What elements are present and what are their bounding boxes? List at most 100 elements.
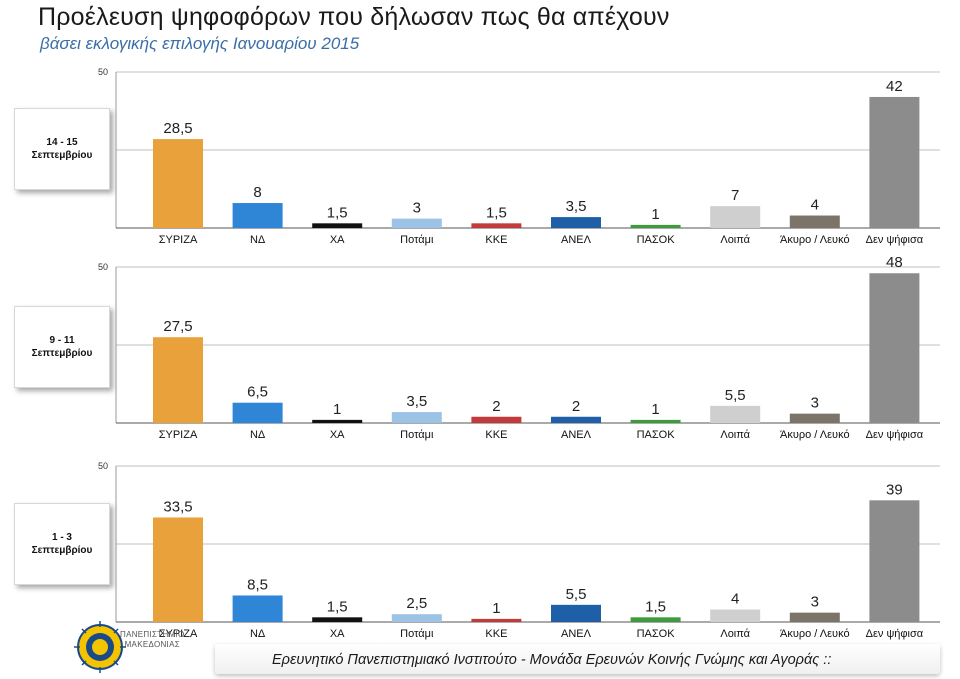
panel-label-1-date: 14 - 15 <box>46 137 78 148</box>
panel-2-value-label-7: 1 <box>651 401 659 418</box>
panel-1-category-label-3: ΧΑ <box>330 234 345 246</box>
panel-label-2-date: 9 - 11 <box>49 335 75 346</box>
panel-1-value-label-4: 3 <box>413 200 421 217</box>
panel-1-value-label-6: 3,5 <box>566 198 587 215</box>
panel-1-value-label-2: 8 <box>253 184 261 201</box>
panel-1-bar-2 <box>232 203 283 228</box>
panel-3-value-label-10: 39 <box>886 481 903 498</box>
panel-2-bar-8 <box>710 405 761 423</box>
panel-3-category-label-2: ΝΔ <box>250 628 266 640</box>
panel-2-category-label-9: Άκυρο / Λευκό <box>780 429 850 441</box>
panel-2-value-label-6: 2 <box>572 398 580 415</box>
university-name-line2: ΜΑΚΕΔΟΝΙΑΣ <box>124 640 180 649</box>
panel-2-value-label-2: 6,5 <box>247 384 268 401</box>
panel-1-category-label-5: ΚΚΕ <box>485 234 507 246</box>
panel-1-value-label-7: 1 <box>651 206 659 223</box>
panel-2-value-label-4: 3,5 <box>406 393 427 410</box>
panel-3-value-label-6: 5,5 <box>566 586 587 603</box>
panel-2-value-label-3: 1 <box>333 401 341 418</box>
panel-1-bar-8 <box>710 206 761 228</box>
panel-2-bar-2 <box>232 402 283 423</box>
panel-1-category-label-7: ΠΑΣΟΚ <box>637 234 676 246</box>
panel-1-category-label-1: ΣΥΡΙΖΑ <box>159 234 198 246</box>
panel-label-1: 14 - 15 Σεπτεμβρίου <box>14 108 110 190</box>
panel-1-category-label-8: Λοιπά <box>720 234 750 246</box>
panel-1-bar-5 <box>471 223 522 228</box>
panel-3-category-label-1: ΣΥΡΙΖΑ <box>159 628 198 640</box>
panel-3-bar-8 <box>710 609 761 622</box>
panel-label-2: 9 - 11 Σεπτεμβρίου <box>14 306 110 388</box>
panel-3-bar-10 <box>869 500 920 622</box>
panel-label-3: 1 - 3 Σεπτεμβρίου <box>14 503 110 585</box>
chart-title: Προέλευση ψηφοφόρων που δήλωσαν πως θα α… <box>38 3 670 31</box>
panel-1-category-label-2: ΝΔ <box>250 234 266 246</box>
panel-label-2-month: Σεπτεμβρίου <box>31 348 93 359</box>
panel-1-value-label-5: 1,5 <box>486 204 507 221</box>
panel-2-category-label-8: Λοιπά <box>720 429 750 441</box>
chart-subtitle: βάσει εκλογικής επιλογής Ιανουαρίου 2015 <box>40 34 360 53</box>
panel-2-bar-3 <box>312 419 363 423</box>
panel-3-value-label-4: 2,5 <box>406 595 427 612</box>
panel-1-y-tick-label: 50 <box>98 67 108 77</box>
footer-bar <box>215 644 940 674</box>
panel-2-bar-10 <box>869 273 920 423</box>
panel-3-value-label-7: 1,5 <box>645 598 666 615</box>
panel-2-y-tick-label: 50 <box>98 262 108 272</box>
panel-3-bar-5 <box>471 618 522 622</box>
panel-3-value-label-9: 3 <box>811 594 819 611</box>
panel-3-category-label-3: ΧΑ <box>330 628 345 640</box>
panel-1-bar-10 <box>869 96 920 229</box>
panel-2-category-label-6: ΑΝΕΛ <box>561 429 592 441</box>
panel-1-bar-6 <box>551 217 601 228</box>
panel-3-category-label-6: ΑΝΕΛ <box>561 628 592 640</box>
panel-2-value-label-1: 27,5 <box>163 318 192 335</box>
university-name: ΠΑΝΕΠΙΣΤΗΜΙΟ ΜΑΚΕΔΟΝΙΑΣ <box>120 630 185 650</box>
panel-2-category-label-5: ΚΚΕ <box>485 429 507 441</box>
panel-1-category-label-9: Άκυρο / Λευκό <box>780 234 850 246</box>
panel-3-value-label-1: 33,5 <box>163 498 192 515</box>
panel-2-category-label-10: Δεν ψήφισα <box>866 429 924 441</box>
panel-1-value-label-1: 28,5 <box>163 120 192 137</box>
panel-2-value-label-5: 2 <box>492 398 500 415</box>
panel-2-bar-7 <box>630 419 681 423</box>
panel-2-bar-9 <box>789 413 840 423</box>
panel-2-category-label-4: Ποτάμι <box>400 429 434 441</box>
panel-3-category-label-7: ΠΑΣΟΚ <box>637 628 676 640</box>
panel-1-value-label-9: 4 <box>811 197 819 214</box>
panel-2-category-label-3: ΧΑ <box>330 429 345 441</box>
panel-label-1-month: Σεπτεμβρίου <box>31 150 93 161</box>
panel-2-bar-5 <box>471 416 522 423</box>
panel-1-category-label-10: Δεν ψήφισα <box>866 234 924 246</box>
panel-2-bar-1 <box>153 337 203 423</box>
panel-2-bar-4 <box>391 412 442 423</box>
panel-2-value-label-10: 48 <box>886 254 903 271</box>
panel-1-value-label-10: 42 <box>886 78 903 95</box>
panel-3-bar-6 <box>551 604 601 622</box>
panel-3-category-label-8: Λοιπά <box>720 628 750 640</box>
panel-1-value-label-3: 1,5 <box>327 204 348 221</box>
panel-3-bar-9 <box>789 612 840 622</box>
panel-3-category-label-9: Άκυρο / Λευκό <box>780 628 850 640</box>
university-seal-icon <box>74 621 126 673</box>
panel-1-value-label-8: 7 <box>731 187 739 204</box>
panel-3-category-label-4: Ποτάμι <box>400 628 434 640</box>
panel-label-3-month: Σεπτεμβρίου <box>31 545 93 556</box>
panel-1-bar-4 <box>391 218 442 228</box>
panel-3-y-tick-label: 50 <box>98 461 108 471</box>
panel-1-category-label-4: Ποτάμι <box>400 234 434 246</box>
panel-2-category-label-2: ΝΔ <box>250 429 266 441</box>
panel-3-value-label-8: 4 <box>731 591 739 608</box>
university-name-line1: ΠΑΝΕΠΙΣΤΗΜΙΟ <box>120 630 185 639</box>
panel-3-bar-4 <box>391 614 442 622</box>
panel-1-bar-7 <box>630 224 681 228</box>
panel-1-bar-9 <box>789 215 840 228</box>
panel-3-bar-3 <box>312 617 363 622</box>
footer-text: Ερευνητικό Πανεπιστημιακό Ινστιτούτο - Μ… <box>272 652 832 668</box>
panel-1-bar-1 <box>153 139 203 228</box>
panel-1-bar-3 <box>312 223 363 228</box>
panel-label-3-date: 1 - 3 <box>51 532 72 543</box>
panel-2-category-label-7: ΠΑΣΟΚ <box>637 429 676 441</box>
panel-2-value-label-8: 5,5 <box>725 387 746 404</box>
panel-3-value-label-3: 1,5 <box>327 598 348 615</box>
